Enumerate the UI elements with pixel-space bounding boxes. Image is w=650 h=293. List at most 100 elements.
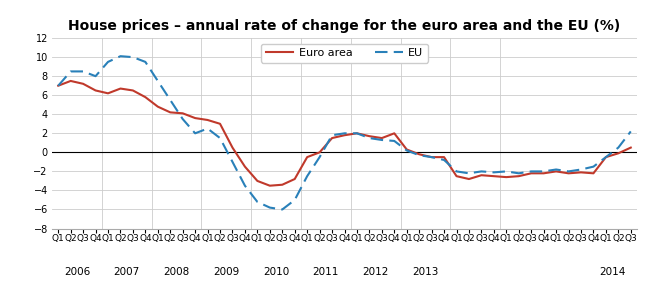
Euro area bbox=[116, 87, 124, 90]
EU bbox=[203, 127, 211, 130]
EU bbox=[55, 84, 62, 88]
EU bbox=[452, 170, 460, 173]
Euro area bbox=[328, 136, 336, 140]
Euro area bbox=[266, 184, 274, 188]
Euro area bbox=[527, 172, 535, 175]
EU bbox=[104, 60, 112, 64]
EU bbox=[627, 130, 634, 133]
Euro area bbox=[104, 91, 112, 95]
Euro area bbox=[254, 179, 261, 183]
EU bbox=[527, 170, 535, 173]
Euro area bbox=[577, 171, 585, 174]
Euro area bbox=[229, 146, 237, 149]
EU bbox=[328, 134, 336, 137]
Euro area bbox=[403, 148, 411, 151]
Euro area bbox=[241, 165, 249, 168]
EU bbox=[266, 206, 274, 209]
Text: 2008: 2008 bbox=[163, 268, 190, 277]
Euro area bbox=[55, 84, 62, 88]
Title: House prices – annual rate of change for the euro area and the EU (%): House prices – annual rate of change for… bbox=[68, 19, 621, 33]
EU bbox=[241, 184, 249, 188]
Euro area bbox=[428, 155, 436, 159]
Euro area bbox=[203, 118, 211, 122]
Euro area bbox=[440, 155, 448, 159]
Text: 2007: 2007 bbox=[114, 268, 140, 277]
EU bbox=[92, 74, 99, 78]
Line: EU: EU bbox=[58, 56, 630, 209]
EU bbox=[391, 139, 398, 143]
EU bbox=[540, 170, 547, 173]
Line: Euro area: Euro area bbox=[58, 81, 630, 186]
EU bbox=[179, 117, 187, 121]
EU bbox=[291, 198, 298, 202]
Euro area bbox=[627, 146, 634, 149]
Euro area bbox=[478, 173, 486, 177]
Euro area bbox=[129, 89, 136, 92]
EU bbox=[216, 136, 224, 140]
Euro area bbox=[590, 172, 597, 175]
Euro area bbox=[540, 172, 547, 175]
EU bbox=[142, 60, 150, 64]
Text: 2009: 2009 bbox=[213, 268, 239, 277]
Euro area bbox=[67, 79, 75, 83]
Euro area bbox=[166, 111, 174, 114]
EU bbox=[415, 154, 423, 157]
Euro area bbox=[92, 89, 99, 92]
EU bbox=[116, 54, 124, 58]
EU bbox=[154, 79, 162, 83]
EU bbox=[229, 160, 237, 163]
EU bbox=[614, 146, 622, 149]
Euro area bbox=[378, 136, 385, 140]
EU bbox=[428, 155, 436, 159]
EU bbox=[365, 136, 373, 140]
Euro area bbox=[502, 175, 510, 179]
Euro area bbox=[365, 134, 373, 138]
Euro area bbox=[565, 172, 573, 175]
Euro area bbox=[614, 151, 622, 155]
EU bbox=[602, 155, 610, 159]
Euro area bbox=[552, 170, 560, 173]
EU bbox=[378, 138, 385, 142]
EU bbox=[577, 168, 585, 171]
Text: 2012: 2012 bbox=[363, 268, 389, 277]
EU bbox=[440, 158, 448, 162]
EU bbox=[129, 55, 136, 59]
Euro area bbox=[602, 155, 610, 159]
Text: 2011: 2011 bbox=[313, 268, 339, 277]
Text: 2013: 2013 bbox=[412, 268, 439, 277]
Euro area bbox=[353, 132, 361, 135]
EU bbox=[502, 170, 510, 173]
Euro area bbox=[154, 105, 162, 108]
Euro area bbox=[341, 134, 348, 137]
Text: 2006: 2006 bbox=[64, 268, 90, 277]
Euro area bbox=[304, 155, 311, 159]
EU bbox=[304, 174, 311, 178]
EU bbox=[67, 70, 75, 73]
Euro area bbox=[515, 174, 523, 178]
EU bbox=[278, 208, 286, 211]
EU bbox=[590, 165, 597, 168]
Euro area bbox=[216, 122, 224, 126]
Euro area bbox=[278, 183, 286, 187]
Euro area bbox=[79, 82, 87, 86]
Euro area bbox=[142, 96, 150, 99]
Euro area bbox=[452, 174, 460, 178]
Euro area bbox=[291, 177, 298, 181]
EU bbox=[465, 172, 473, 175]
EU bbox=[552, 168, 560, 171]
Legend: Euro area, EU: Euro area, EU bbox=[261, 44, 428, 62]
Euro area bbox=[391, 132, 398, 135]
Euro area bbox=[316, 151, 324, 154]
EU bbox=[79, 70, 87, 73]
Euro area bbox=[179, 112, 187, 115]
Euro area bbox=[490, 174, 498, 178]
EU bbox=[166, 98, 174, 102]
EU bbox=[191, 132, 199, 135]
Euro area bbox=[415, 153, 423, 156]
Euro area bbox=[465, 177, 473, 181]
EU bbox=[353, 132, 361, 135]
EU bbox=[565, 170, 573, 173]
EU bbox=[515, 172, 523, 175]
EU bbox=[478, 170, 486, 173]
Euro area bbox=[191, 116, 199, 120]
